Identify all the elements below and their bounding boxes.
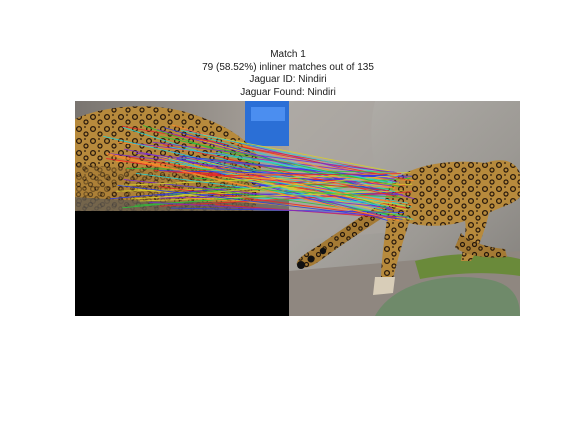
match-line	[185, 135, 406, 180]
match-line	[125, 167, 395, 173]
match-line	[159, 170, 413, 177]
match-line	[181, 129, 398, 177]
match-line	[149, 201, 408, 218]
match-canvas	[75, 101, 520, 316]
title-line-match: Match 1	[270, 49, 306, 60]
match-line	[160, 136, 400, 187]
match-lines	[103, 124, 415, 221]
match-line	[139, 190, 404, 202]
match-line	[172, 171, 389, 191]
match-line	[157, 129, 415, 200]
figure-title: Match 1 79 (58.52%) inliner matches out …	[0, 49, 576, 99]
match-line	[121, 125, 388, 173]
match-line	[205, 173, 402, 177]
title-line-jaguar-found: Jaguar Found: Nindiri	[240, 86, 336, 98]
match-line	[116, 171, 411, 187]
match-line	[169, 177, 411, 195]
match-line	[158, 186, 396, 218]
match-line	[207, 137, 396, 193]
title-line-jaguar-id: Jaguar ID: Nindiri	[249, 74, 327, 85]
match-image-panel	[75, 101, 520, 316]
match-line	[165, 160, 412, 208]
match-line	[117, 184, 403, 220]
match-line	[207, 186, 401, 198]
match-line	[202, 134, 390, 172]
title-line-inliers: 79 (58.52%) inliner matches out of 135	[202, 61, 374, 73]
match-line	[158, 174, 399, 198]
match-line	[106, 152, 396, 221]
match-line	[215, 152, 393, 184]
match-line	[164, 182, 409, 218]
query-padding-area	[75, 211, 289, 316]
match-line	[123, 179, 393, 209]
match-line	[195, 164, 392, 203]
match-line	[219, 175, 409, 207]
match-line	[184, 156, 408, 211]
match-line	[159, 191, 412, 207]
match-line	[224, 174, 396, 189]
match-line	[169, 146, 396, 184]
match-line	[224, 166, 387, 191]
match-line	[152, 141, 397, 174]
